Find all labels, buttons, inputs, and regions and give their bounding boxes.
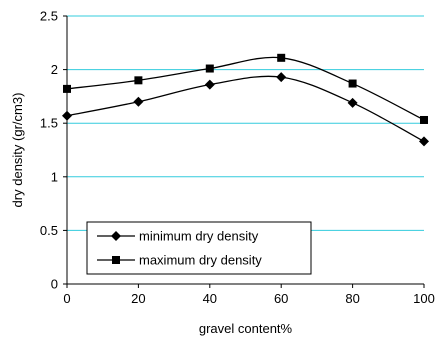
- data-point-maximum-dry-density: [205, 64, 214, 73]
- x-tick-label: 100: [413, 291, 435, 306]
- gridlines: [67, 15, 424, 231]
- y-tick-label: 1.5: [40, 116, 58, 131]
- y-axis-label: dry density (gr/cm3): [10, 93, 25, 208]
- legend-label-maximum-dry-density: maximum dry density: [139, 253, 262, 268]
- data-point-minimum-dry-density: [419, 136, 429, 147]
- x-tick-label: 0: [63, 291, 70, 306]
- x-tick-label: 20: [131, 291, 145, 306]
- axes: [63, 15, 425, 288]
- data-point-maximum-dry-density: [420, 115, 428, 124]
- y-tick-label: 1: [51, 169, 58, 184]
- data-point-minimum-dry-density: [347, 97, 358, 108]
- y-tick-label: 2.5: [40, 9, 58, 24]
- tick-labels: 0 0.5 1 1.5 2 2.5 0 20 40 60 80 100: [40, 9, 435, 307]
- data-point-maximum-dry-density: [134, 76, 143, 85]
- data-point-minimum-dry-density: [276, 72, 287, 83]
- legend-marker-maximum-dry-density: [112, 256, 120, 264]
- legend-label-minimum-dry-density: minimum dry density: [139, 229, 259, 244]
- y-tick-label: 0: [51, 277, 58, 292]
- y-tick-label: 2: [51, 62, 58, 77]
- data-point-minimum-dry-density: [204, 79, 215, 90]
- x-tick-label: 40: [203, 291, 217, 306]
- data-point-maximum-dry-density: [348, 79, 357, 88]
- legend-box: [86, 221, 312, 275]
- data-point-maximum-dry-density: [277, 53, 286, 62]
- series-markers: [62, 53, 429, 147]
- x-tick-label: 80: [345, 291, 359, 306]
- series-line-minimum-dry-density: [66, 75, 425, 142]
- legend-marker-minimum-dry-density: [111, 231, 121, 241]
- x-tick-label: 60: [274, 291, 288, 306]
- y-tick-label: 0.5: [40, 223, 58, 238]
- x-axis-label: gravel content%: [199, 321, 293, 336]
- series-lines: [66, 56, 425, 142]
- series-line-maximum-dry-density: [66, 56, 425, 121]
- legend: minimum dry density maximum dry density: [86, 221, 312, 275]
- data-point-minimum-dry-density: [133, 96, 144, 107]
